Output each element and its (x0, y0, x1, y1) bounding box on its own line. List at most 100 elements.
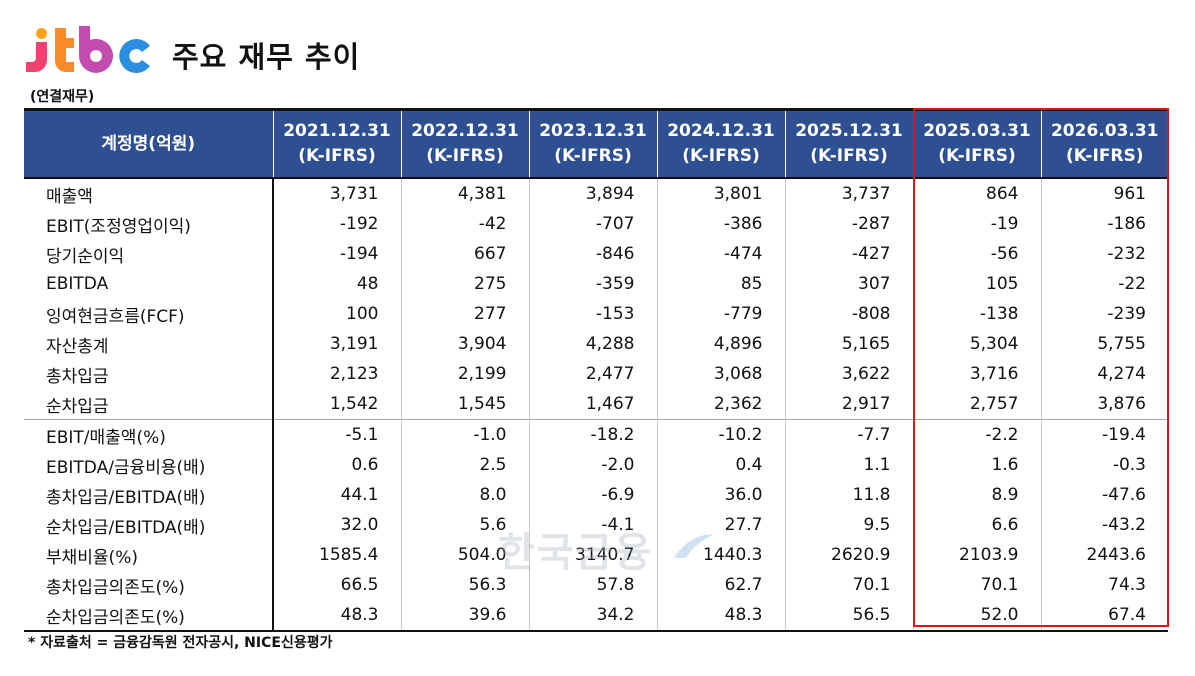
table-cell: 4,274 (1040, 359, 1168, 389)
table-cell: 39.6 (400, 600, 529, 632)
table-cell: 3,622 (784, 359, 913, 389)
table-cell: 3,894 (528, 177, 657, 209)
table-cell: 2,477 (528, 359, 657, 389)
row-label: 총차입금 (24, 359, 274, 389)
table-row: 총차입금 2,123 2,199 2,477 3,068 3,622 3,716 4,274 (24, 359, 1168, 389)
table-cell: -138 (912, 299, 1041, 329)
table-cell: -7.7 (784, 419, 913, 450)
table-cell: 100 (272, 299, 401, 329)
table-row: 총차입금의존도(%) 66.5 56.3 57.8 62.7 70.1 70.1 74.3 (24, 570, 1168, 600)
table-cell: 2620.9 (784, 540, 913, 570)
table-row: 자산총계 3,191 3,904 4,288 4,896 5,165 5,304 5,755 (24, 329, 1168, 359)
table-row: 당기순이익 -194 667 -846 -474 -427 -56 -232 (24, 239, 1168, 269)
table-cell: 32.0 (272, 510, 401, 540)
header-date: 2025.12.31 (795, 121, 903, 141)
table-row: EBITDA/금융비용(배) 0.6 2.5 -2.0 0.4 1.1 1.6 -0.3 (24, 450, 1168, 480)
table-cell: -2.0 (528, 450, 657, 480)
table-cell: 2103.9 (912, 540, 1041, 570)
table-cell: -22 (1040, 269, 1168, 299)
table-cell: 5,755 (1040, 329, 1168, 359)
table-row: 잉여현금흐름(FCF) 100 277 -153 -779 -808 -138 -239 (24, 299, 1168, 329)
table-cell: 85 (656, 269, 785, 299)
row-label: EBIT(조정영업이익) (24, 209, 274, 239)
table-row: 총차입금/EBITDA(배) 44.1 8.0 -6.9 36.0 11.8 8.9 -47.… (24, 480, 1168, 510)
table-cell: 667 (400, 239, 529, 269)
table-cell: 0.4 (656, 450, 785, 480)
jtbc-logo (26, 26, 150, 73)
row-label: 순차입금/EBITDA(배) (24, 510, 274, 540)
header-col: 2021.12.31 (K-IFRS) (272, 108, 401, 178)
header-standard: (K-IFRS) (682, 146, 760, 166)
table-cell: 1585.4 (272, 540, 401, 570)
table-cell: -427 (784, 239, 913, 269)
header-date: 2022.12.31 (411, 121, 519, 141)
table-cell: 2443.6 (1040, 540, 1168, 570)
row-label: 당기순이익 (24, 239, 274, 269)
row-label: 총차입금/EBITDA(배) (24, 480, 274, 510)
table-cell: 504.0 (400, 540, 529, 570)
header-standard: (K-IFRS) (938, 146, 1016, 166)
header-standard: (K-IFRS) (426, 146, 504, 166)
table-cell: -18.2 (528, 419, 657, 450)
table-cell: 4,381 (400, 177, 529, 209)
table-cell: 3,731 (272, 177, 401, 209)
row-label: EBIT/매출액(%) (24, 419, 274, 450)
table-cell: 5,165 (784, 329, 913, 359)
table-cell: 2,123 (272, 359, 401, 389)
table-row: 매출액 3,731 4,381 3,894 3,801 3,737 864 961 (24, 177, 1168, 209)
table-row: EBITDA 48 275 -359 85 307 105 -22 (24, 269, 1168, 299)
header-row: 계정명(억원) 2021.12.31 (K-IFRS) 2022.12.31 (K-… (24, 108, 1168, 178)
table-cell: 275 (400, 269, 529, 299)
table-cell: -6.9 (528, 480, 657, 510)
table-cell: -386 (656, 209, 785, 239)
table-cell: 3,191 (272, 329, 401, 359)
table-cell: 74.3 (1040, 570, 1168, 600)
row-label: 잉여현금흐름(FCF) (24, 299, 274, 329)
page-title: 주요 재무 추이 (172, 40, 361, 74)
row-label: 매출액 (24, 177, 274, 209)
header-account-label: 계정명(억원) (24, 108, 273, 178)
header-col: 2023.12.31 (K-IFRS) (528, 108, 657, 178)
table-cell: 36.0 (656, 480, 785, 510)
table-cell: -2.2 (912, 419, 1041, 450)
header-col: 2025.12.31 (K-IFRS) (784, 108, 913, 178)
table-cell: -359 (528, 269, 657, 299)
table-cell: 56.3 (400, 570, 529, 600)
table-cell: 11.8 (784, 480, 913, 510)
table-cell: 2.5 (400, 450, 529, 480)
table-cell: 5,304 (912, 329, 1041, 359)
row-label: 총차입금의존도(%) (24, 570, 274, 600)
table-row: EBIT/매출액(%) -5.1 -1.0 -18.2 -10.2 -7.7 -2.2 -19… (24, 419, 1168, 450)
table-cell: -19.4 (1040, 419, 1168, 450)
table-cell: 105 (912, 269, 1041, 299)
table-cell: 3,801 (656, 177, 785, 209)
header-date: 2023.12.31 (539, 121, 647, 141)
table-cell: 1440.3 (656, 540, 785, 570)
row-label: 부채비율(%) (24, 540, 274, 570)
table-cell: -287 (784, 209, 913, 239)
table-cell: 3140.7 (528, 540, 657, 570)
table-cell: -239 (1040, 299, 1168, 329)
financial-table: 계정명(억원) 2021.12.31 (K-IFRS) 2022.12.31 (K-… (24, 108, 1168, 632)
row-label: EBITDA (24, 269, 274, 299)
table-cell: -808 (784, 299, 913, 329)
table-cell: -56 (912, 239, 1041, 269)
unit-note: (연결재무) (30, 89, 95, 105)
header-date: 2024.12.31 (667, 121, 775, 141)
table-cell: 48.3 (272, 600, 401, 632)
table-cell: 8.0 (400, 480, 529, 510)
table-cell: -707 (528, 209, 657, 239)
table-cell: -43.2 (1040, 510, 1168, 540)
row-label: 순차입금의존도(%) (24, 600, 274, 632)
table-cell: 57.8 (528, 570, 657, 600)
header-standard: (K-IFRS) (810, 146, 888, 166)
header-date: 2021.12.31 (283, 121, 391, 141)
table-cell: 864 (912, 177, 1041, 209)
table-cell: 62.7 (656, 570, 785, 600)
table-cell: 1,467 (528, 389, 657, 420)
table-cell: 48 (272, 269, 401, 299)
table-cell: -474 (656, 239, 785, 269)
table-cell: 27.7 (656, 510, 785, 540)
table-cell: 4,896 (656, 329, 785, 359)
table-cell: 70.1 (784, 570, 913, 600)
